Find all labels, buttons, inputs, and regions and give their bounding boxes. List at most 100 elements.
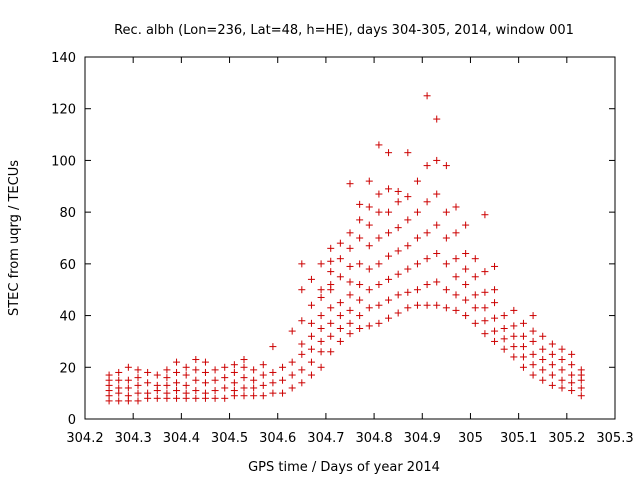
chart-title: Rec. albh (Lon=236, Lat=48, h=HE), days …: [114, 23, 574, 38]
data-point: [250, 392, 258, 400]
y-axis-label: STEC from uqrg / TECUs: [7, 160, 22, 316]
data-point: [510, 332, 518, 340]
x-tick-label: 304.5: [211, 431, 248, 446]
data-point: [173, 368, 181, 376]
data-point: [442, 162, 450, 170]
data-point: [442, 234, 450, 242]
data-point: [510, 343, 518, 351]
data-point: [568, 387, 576, 395]
x-tick-label: 305: [458, 431, 483, 446]
data-point: [481, 304, 489, 312]
data-point: [404, 149, 412, 157]
data-point: [250, 384, 258, 392]
data-point: [307, 345, 315, 353]
data-point: [307, 358, 315, 366]
x-tick-label: 305.2: [548, 431, 585, 446]
data-point: [365, 265, 373, 273]
data-point: [375, 141, 383, 149]
x-tick-label: 304.6: [259, 431, 296, 446]
x-tick-label: 304.9: [404, 431, 441, 446]
data-point: [346, 244, 354, 252]
data-point: [356, 296, 364, 304]
data-point: [346, 306, 354, 314]
x-tick-label: 305.1: [500, 431, 537, 446]
data-point: [539, 356, 547, 364]
data-point: [173, 394, 181, 402]
data-point: [298, 350, 306, 358]
data-point: [385, 185, 393, 193]
data-point: [558, 345, 566, 353]
data-point: [394, 187, 402, 195]
data-point: [452, 273, 460, 281]
data-point: [491, 299, 499, 307]
data-point: [192, 366, 200, 374]
data-point: [423, 255, 431, 263]
data-point: [201, 358, 209, 366]
data-point: [491, 314, 499, 322]
data-point: [356, 260, 364, 268]
data-point: [481, 317, 489, 325]
y-tick-label: 100: [51, 154, 76, 169]
data-point: [433, 190, 441, 198]
data-point: [317, 312, 325, 320]
data-point: [500, 335, 508, 343]
data-point: [230, 379, 238, 387]
data-point: [491, 327, 499, 335]
y-tick-label: 0: [68, 413, 76, 428]
data-point: [327, 268, 335, 276]
data-point: [356, 234, 364, 242]
data-point: [327, 348, 335, 356]
data-point: [298, 340, 306, 348]
data-point: [356, 200, 364, 208]
data-point: [269, 368, 277, 376]
data-point: [558, 384, 566, 392]
data-point: [230, 387, 238, 395]
data-point: [298, 379, 306, 387]
data-point: [413, 208, 421, 216]
data-point: [558, 356, 566, 364]
data-point: [279, 389, 287, 397]
data-point: [452, 203, 460, 211]
data-point: [221, 384, 229, 392]
data-point: [346, 262, 354, 270]
data-point: [240, 384, 248, 392]
data-point: [375, 281, 383, 289]
data-point: [375, 208, 383, 216]
data-point: [385, 149, 393, 157]
data-point: [192, 394, 200, 402]
data-point: [356, 312, 364, 320]
data-point: [423, 301, 431, 309]
y-tick-label: 40: [59, 310, 76, 325]
x-tick-label: 304.7: [307, 431, 344, 446]
data-point: [452, 229, 460, 237]
data-point: [442, 260, 450, 268]
data-point: [385, 314, 393, 322]
data-point: [452, 291, 460, 299]
data-point: [577, 384, 585, 392]
data-point: [173, 379, 181, 387]
data-point: [481, 288, 489, 296]
data-point: [201, 389, 209, 397]
data-point: [153, 381, 161, 389]
data-point: [269, 343, 277, 351]
data-point: [413, 177, 421, 185]
x-tick-label: 304.8: [355, 431, 392, 446]
data-point: [375, 260, 383, 268]
data-point: [346, 229, 354, 237]
data-point: [173, 387, 181, 395]
data-point: [529, 350, 537, 358]
data-point: [298, 260, 306, 268]
data-point: [230, 361, 238, 369]
data-point: [211, 387, 219, 395]
data-point: [115, 376, 123, 384]
data-point: [500, 312, 508, 320]
data-point: [481, 211, 489, 219]
data-point: [201, 379, 209, 387]
data-point: [413, 260, 421, 268]
data-point: [346, 278, 354, 286]
data-point: [307, 319, 315, 327]
data-point: [510, 353, 518, 361]
data-point: [346, 291, 354, 299]
data-point: [404, 216, 412, 224]
